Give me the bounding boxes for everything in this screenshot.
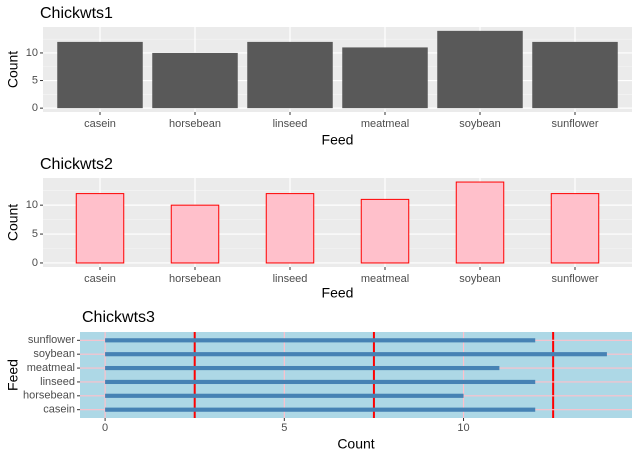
- bar: [105, 365, 500, 371]
- y-tick-label: 10: [26, 199, 38, 211]
- bar: [342, 47, 428, 109]
- bar: [170, 204, 220, 264]
- bar: [105, 393, 464, 398]
- x-axis-title: Count: [337, 436, 374, 452]
- y-axis-title: Count: [5, 51, 21, 88]
- x-tick-label: linseed: [273, 118, 308, 130]
- bar: [437, 30, 523, 109]
- x-tick-label: casein: [84, 118, 116, 130]
- x-tick-label: horsebean: [169, 118, 221, 130]
- bar: [455, 181, 505, 264]
- bar: [105, 338, 536, 343]
- chart-title: Chickwts2: [40, 156, 113, 173]
- x-tick-label: sunflower: [551, 118, 598, 130]
- x-tick-label: meatmeal: [361, 118, 409, 130]
- x-tick-label: sunflower: [551, 273, 598, 285]
- y-tick-label: horsebean: [23, 390, 75, 402]
- y-tick-label: 5: [32, 74, 38, 86]
- bar: [152, 52, 238, 109]
- bar: [265, 193, 315, 264]
- bar: [75, 193, 125, 264]
- x-tick-label: linseed: [273, 273, 308, 285]
- bar: [105, 352, 607, 357]
- chart-title: Chickwts3: [82, 309, 155, 326]
- x-axis-title: Feed: [322, 285, 354, 301]
- x-tick-label: casein: [84, 273, 116, 285]
- y-tick-label: 0: [32, 102, 38, 114]
- bar: [532, 41, 618, 109]
- y-tick-label: sunflower: [28, 334, 75, 346]
- y-tick-label: meatmeal: [27, 362, 75, 374]
- y-tick-label: 5: [32, 228, 38, 240]
- y-tick-label: 10: [26, 47, 38, 59]
- x-tick-label: horsebean: [169, 273, 221, 285]
- panel: [43, 178, 632, 267]
- chart-title: Chickwts1: [40, 5, 113, 22]
- y-axis-title: Feed: [5, 359, 21, 391]
- y-tick-label: casein: [43, 404, 75, 416]
- x-tick-label: 0: [102, 422, 108, 434]
- y-tick-label: soybean: [33, 348, 75, 360]
- bar: [105, 379, 536, 385]
- x-tick-label: 10: [457, 422, 469, 434]
- panel: [80, 332, 632, 418]
- x-tick-label: 5: [281, 422, 287, 434]
- y-tick-label: linseed: [40, 376, 75, 388]
- x-tick-label: meatmeal: [361, 273, 409, 285]
- bar: [105, 407, 536, 412]
- bar: [550, 193, 600, 264]
- x-tick-label: soybean: [459, 273, 501, 285]
- bar: [247, 41, 333, 109]
- bar: [57, 41, 143, 109]
- y-tick-label: 0: [32, 257, 38, 269]
- y-axis-title: Count: [5, 204, 21, 241]
- bar: [360, 198, 410, 264]
- x-tick-label: soybean: [459, 118, 501, 130]
- x-axis-title: Feed: [322, 132, 354, 148]
